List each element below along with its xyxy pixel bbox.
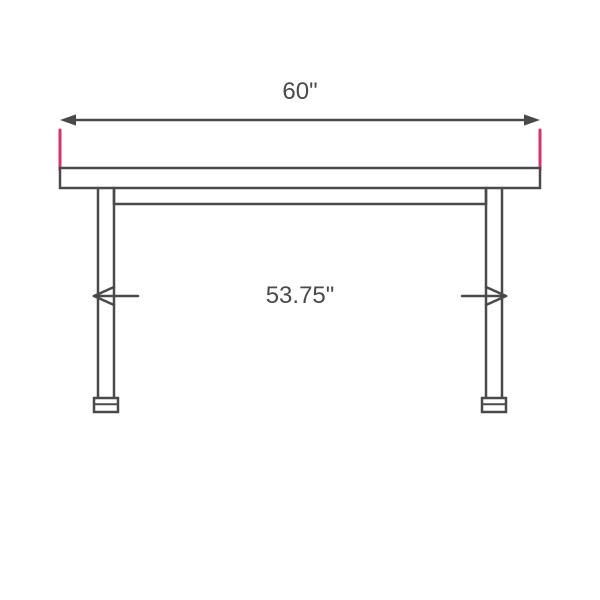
top-dimension-label: 60"	[276, 78, 323, 106]
drawing-stage: 60" 53.75"	[0, 0, 600, 600]
inner-dimension-label: 53.75"	[260, 282, 341, 310]
